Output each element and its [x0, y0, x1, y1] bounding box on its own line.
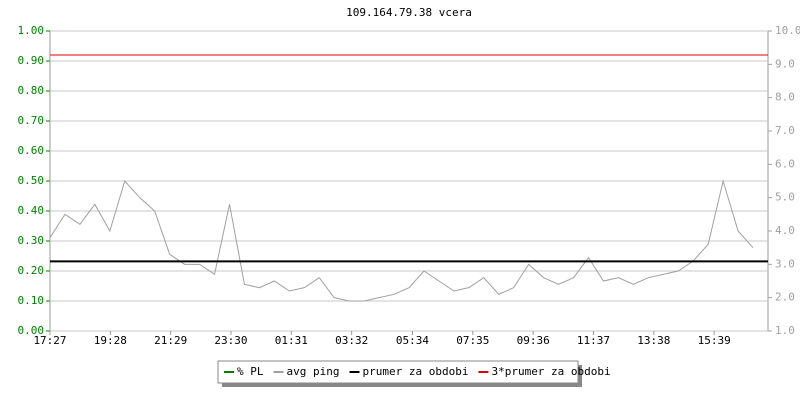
y2-tick-label: 10.0: [775, 24, 800, 37]
x-tick-label: 23:30: [214, 334, 247, 347]
y2-tick-label: 6.0: [775, 157, 795, 170]
y2-tick-label: 1.0: [775, 324, 795, 337]
y-tick-label: 0.60: [18, 144, 45, 157]
y-tick-label: 0.30: [18, 234, 45, 247]
y-tick-label: 0.80: [18, 84, 45, 97]
x-tick-label: 17:27: [33, 334, 66, 347]
y2-tick-label: 2.0: [775, 291, 795, 304]
series-line: [49, 179, 754, 302]
x-tick-label: 19:28: [94, 334, 127, 347]
y2-tick-label: 7.0: [775, 124, 795, 137]
x-tick-label: 21:29: [154, 334, 187, 347]
y2-tick-label: 3.0: [775, 257, 795, 270]
y2-tick-label: 4.0: [775, 224, 795, 237]
y-tick-label: 0.20: [18, 264, 45, 277]
x-tick-label: 09:36: [517, 334, 550, 347]
x-tick-label: 03:32: [335, 334, 368, 347]
y-tick-label: 0.10: [18, 294, 45, 307]
y2-tick-label: 9.0: [775, 57, 795, 70]
x-tick-label: 13:38: [637, 334, 670, 347]
x-tick-label: 01:31: [275, 334, 308, 347]
legend-label: % PL: [237, 365, 264, 378]
legend-box: [217, 360, 579, 384]
chart-title: 109.164.79.38 vcera: [346, 6, 472, 19]
y-tick-label: 0.40: [18, 204, 45, 217]
x-tick-label: 15:39: [698, 334, 731, 347]
y-tick-label: 0.70: [18, 114, 45, 127]
x-tick-label: 07:35: [456, 334, 489, 347]
x-tick-label: 05:34: [396, 334, 429, 347]
legend-label: prumer za obdobi: [362, 365, 468, 378]
y2-tick-label: 8.0: [775, 91, 795, 104]
legend-label: 3*prumer za obdobi: [491, 365, 610, 378]
y-tick-label: 1.00: [18, 24, 45, 37]
y-tick-label: 0.90: [18, 54, 45, 67]
y2-tick-label: 5.0: [775, 191, 795, 204]
y-tick-label: 0.00: [18, 324, 45, 337]
y-tick-label: 0.50: [18, 174, 45, 187]
x-tick-label: 11:37: [577, 334, 610, 347]
legend-label: avg ping: [287, 365, 340, 378]
